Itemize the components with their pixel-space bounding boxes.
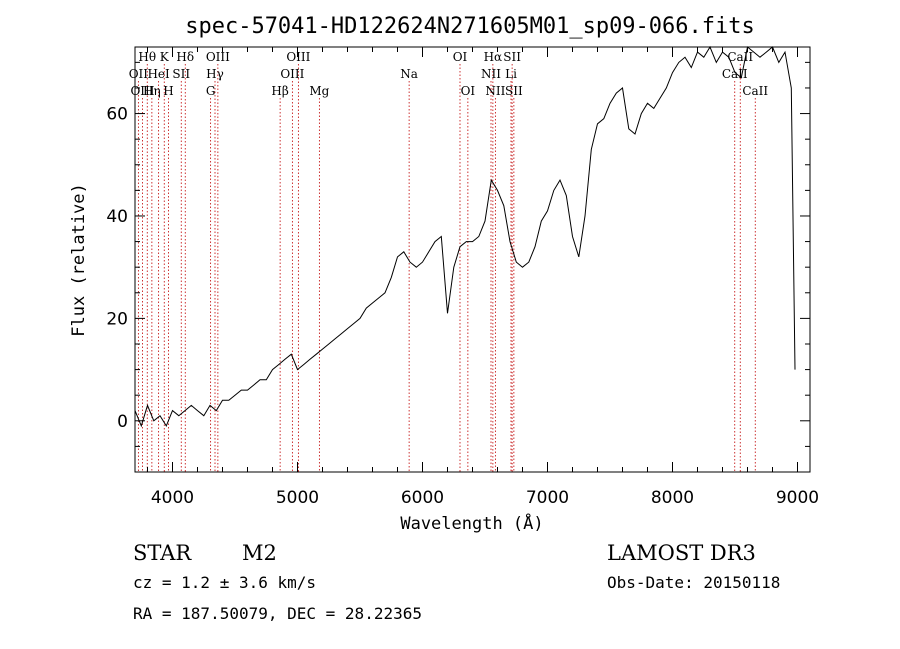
line-label: OIII xyxy=(206,50,230,64)
line-label: SII xyxy=(172,67,190,81)
object-class: STAR xyxy=(133,541,192,565)
x-tick-label: 5000 xyxy=(276,488,319,508)
y-axis-label: Flux (relative) xyxy=(69,183,89,337)
line-label: G xyxy=(206,84,216,98)
x-tick-label: 9000 xyxy=(776,488,819,508)
x-tick-label: 8000 xyxy=(651,488,694,508)
chart-title: spec-57041-HD122624N271605M01_sp09-066.f… xyxy=(185,14,755,39)
line-label: SII xyxy=(505,84,523,98)
line-label: OI xyxy=(453,50,468,64)
line-label: Hβ xyxy=(271,84,288,98)
survey-name: LAMOST DR3 xyxy=(607,541,756,565)
x-tick-label: 4000 xyxy=(151,488,194,508)
line-label: Mg xyxy=(309,84,329,98)
x-tick-label: 7000 xyxy=(526,488,569,508)
line-label: Hα xyxy=(484,50,503,64)
x-axis-label: Wavelength (Å) xyxy=(400,512,543,534)
y-tick-label: 0 xyxy=(117,412,128,432)
y-tick-label: 20 xyxy=(106,309,128,329)
line-label: NII xyxy=(485,84,505,98)
line-label: OIII xyxy=(286,50,310,64)
y-tick-label: 40 xyxy=(106,207,128,227)
line-label: Li xyxy=(505,67,517,81)
line-label: OI xyxy=(461,84,476,98)
line-label: OII xyxy=(129,67,149,81)
line-label: Na xyxy=(400,67,418,81)
y-axis: 0 20 40 60 xyxy=(106,61,810,473)
line-label: CaII xyxy=(727,50,753,64)
line-label: CaII xyxy=(722,67,748,81)
ra-dec: RA = 187.50079, DEC = 28.22365 xyxy=(133,604,422,623)
line-label: Hγ xyxy=(206,67,224,81)
line-label: H xyxy=(163,84,173,98)
spectrum-line xyxy=(134,45,796,428)
y-tick-label: 60 xyxy=(106,105,128,125)
line-label: Hθ xyxy=(138,50,156,64)
line-label: Hη xyxy=(143,84,161,98)
line-label: SII xyxy=(503,50,521,64)
obs-date: Obs-Date: 20150118 xyxy=(607,573,780,592)
object-subclass: M2 xyxy=(242,541,277,565)
line-label: HeI xyxy=(147,67,170,81)
line-markers xyxy=(137,64,756,472)
line-label: CaII xyxy=(742,84,768,98)
line-label: OIII xyxy=(280,67,304,81)
line-label: Hδ xyxy=(176,50,194,64)
redshift-value: cz = 1.2 ± 3.6 km/s xyxy=(133,573,316,592)
line-label: NII xyxy=(481,67,501,81)
line-label: K xyxy=(160,50,170,64)
plot-frame xyxy=(134,46,811,473)
x-tick-label: 6000 xyxy=(401,488,444,508)
x-axis: 4000 5000 6000 7000 8000 9000 xyxy=(147,47,819,508)
